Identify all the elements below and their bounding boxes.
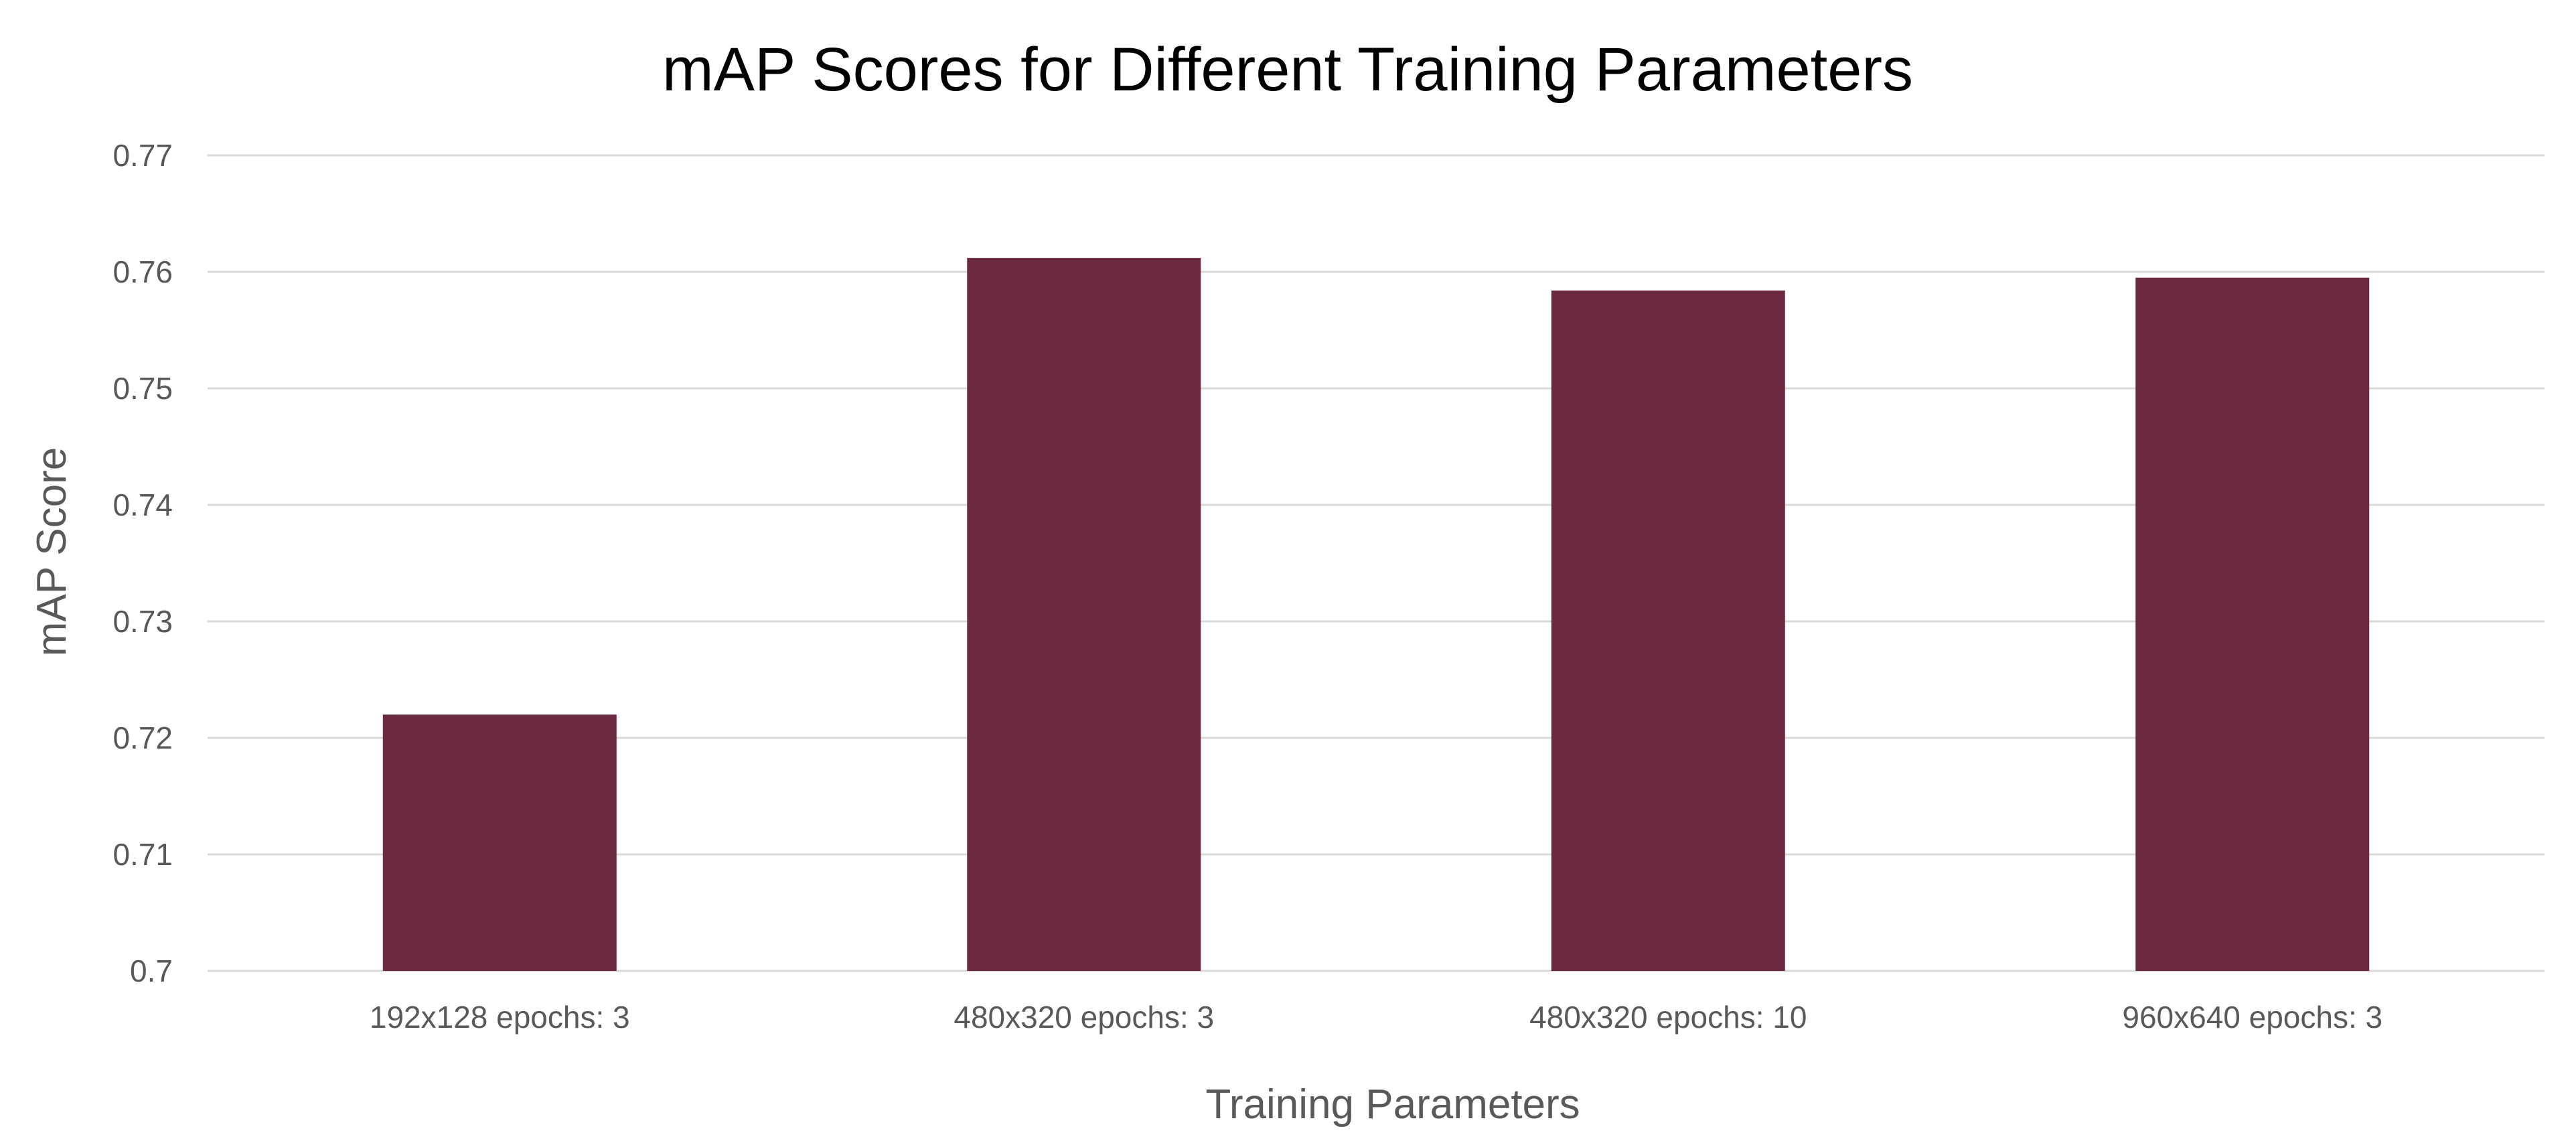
y-tick-label: 0.77 [112,138,173,173]
x-tick-label: 480x320 epochs: 3 [954,1000,1214,1035]
bars [382,258,2370,972]
x-axis-title: Training Parameters [1205,1081,1580,1128]
y-tick-label: 0.74 [112,487,173,522]
y-tick-label: 0.75 [112,371,173,406]
y-tick-label: 0.76 [112,254,173,289]
bar [2135,277,2370,972]
y-tick-label: 0.73 [112,604,173,639]
y-axis-ticks: 0.7 0.71 0.72 0.73 0.74 0.75 0.76 0.77 [112,138,173,988]
bar [967,258,1201,971]
bar [382,714,617,971]
x-tick-label: 960x640 epochs: 3 [2122,1000,2382,1035]
bar [1551,290,1785,972]
x-tick-label: 480x320 epochs: 10 [1529,1000,1807,1035]
y-tick-label: 0.71 [112,837,173,872]
chart-title: mAP Scores for Different Training Parame… [662,35,1913,104]
y-tick-label: 0.7 [130,953,173,988]
x-tick-label: 192x128 epochs: 3 [370,1000,630,1035]
y-axis-title: mAP Score [29,447,75,656]
y-tick-label: 0.72 [112,720,173,755]
x-axis-ticks: 192x128 epochs: 3 480x320 epochs: 3 480x32… [370,1000,2382,1035]
